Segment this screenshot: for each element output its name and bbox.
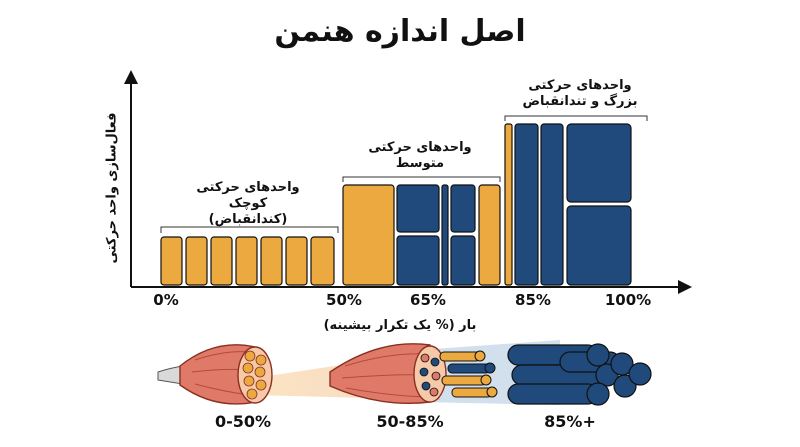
range-label: 50-85% bbox=[376, 412, 444, 431]
small-motor-units bbox=[160, 236, 335, 286]
motor-unit-medium-slow bbox=[342, 184, 395, 286]
page-title: اصل اندازه هنمن bbox=[274, 14, 526, 49]
motor-unit-medium-fast bbox=[441, 184, 449, 286]
tendon bbox=[157, 365, 184, 385]
motor-unit-medium-fast bbox=[396, 235, 440, 286]
motor-unit-small bbox=[285, 236, 308, 286]
bracket-small bbox=[160, 226, 339, 233]
motor-unit-large-fast bbox=[566, 123, 632, 203]
motor-unit-small bbox=[160, 236, 183, 286]
medium-motor-units bbox=[342, 184, 501, 286]
group-small-line3: (کندانقباض) bbox=[208, 212, 288, 227]
motor-unit-small bbox=[310, 236, 335, 286]
group-small-line2: کوچک bbox=[228, 196, 268, 211]
group-small-line1: واحدهای حرکتی bbox=[196, 180, 300, 195]
motor-unit-small bbox=[185, 236, 208, 286]
motor-unit-large-fast bbox=[540, 123, 564, 286]
motor-unit-small bbox=[235, 236, 258, 286]
x-tick-label: 100% bbox=[604, 291, 652, 309]
x-axis-label: بار (% یک تکرار بیشینه) bbox=[323, 318, 477, 333]
group-label-large: واحدهای حرکتی بزرگ و تندانقباض bbox=[505, 78, 655, 110]
axes bbox=[124, 70, 692, 294]
x-tick-label: 50% bbox=[326, 291, 362, 309]
bracket-medium bbox=[342, 176, 501, 182]
x-axis-arrow bbox=[678, 280, 692, 294]
motor-unit-medium-fast bbox=[396, 184, 440, 233]
motor-unit-medium-slow bbox=[478, 184, 501, 286]
motor-unit-medium-fast bbox=[450, 184, 476, 233]
y-axis-arrow bbox=[124, 70, 138, 84]
bracket-large bbox=[504, 115, 648, 121]
group-label-small: واحدهای حرکتی کوچک (کندانقباض) bbox=[188, 180, 308, 228]
group-large-line1: واحدهای حرکتی bbox=[528, 78, 632, 93]
x-tick-label: 65% bbox=[410, 291, 446, 309]
fiber-bundles-mixed bbox=[439, 350, 498, 398]
motor-unit-small bbox=[260, 236, 283, 286]
group-medium-line1: واحدهای حرکتی bbox=[368, 140, 472, 155]
motor-unit-medium-fast bbox=[450, 235, 476, 286]
group-medium-line2: متوسط bbox=[395, 156, 445, 171]
large-motor-units bbox=[504, 123, 632, 286]
motor-unit-large-fast bbox=[566, 205, 632, 286]
fascicles bbox=[242, 350, 267, 400]
motor-unit-small bbox=[210, 236, 233, 286]
group-large-line2: بزرگ و تندانقباض bbox=[522, 94, 638, 109]
x-tick-label: 0% bbox=[153, 291, 179, 309]
range-label: +85% bbox=[544, 412, 596, 431]
fiber-bundles-large bbox=[507, 343, 652, 406]
range-label: 0-50% bbox=[214, 412, 272, 431]
muscle-illustration bbox=[157, 340, 652, 406]
motor-unit-large-slow bbox=[504, 123, 513, 286]
x-tick-label: 85% bbox=[515, 291, 551, 309]
fascicles bbox=[419, 353, 441, 397]
motor-unit-large-fast bbox=[514, 123, 539, 286]
group-brackets bbox=[160, 115, 648, 233]
group-label-medium: واحدهای حرکتی متوسط bbox=[350, 140, 490, 172]
